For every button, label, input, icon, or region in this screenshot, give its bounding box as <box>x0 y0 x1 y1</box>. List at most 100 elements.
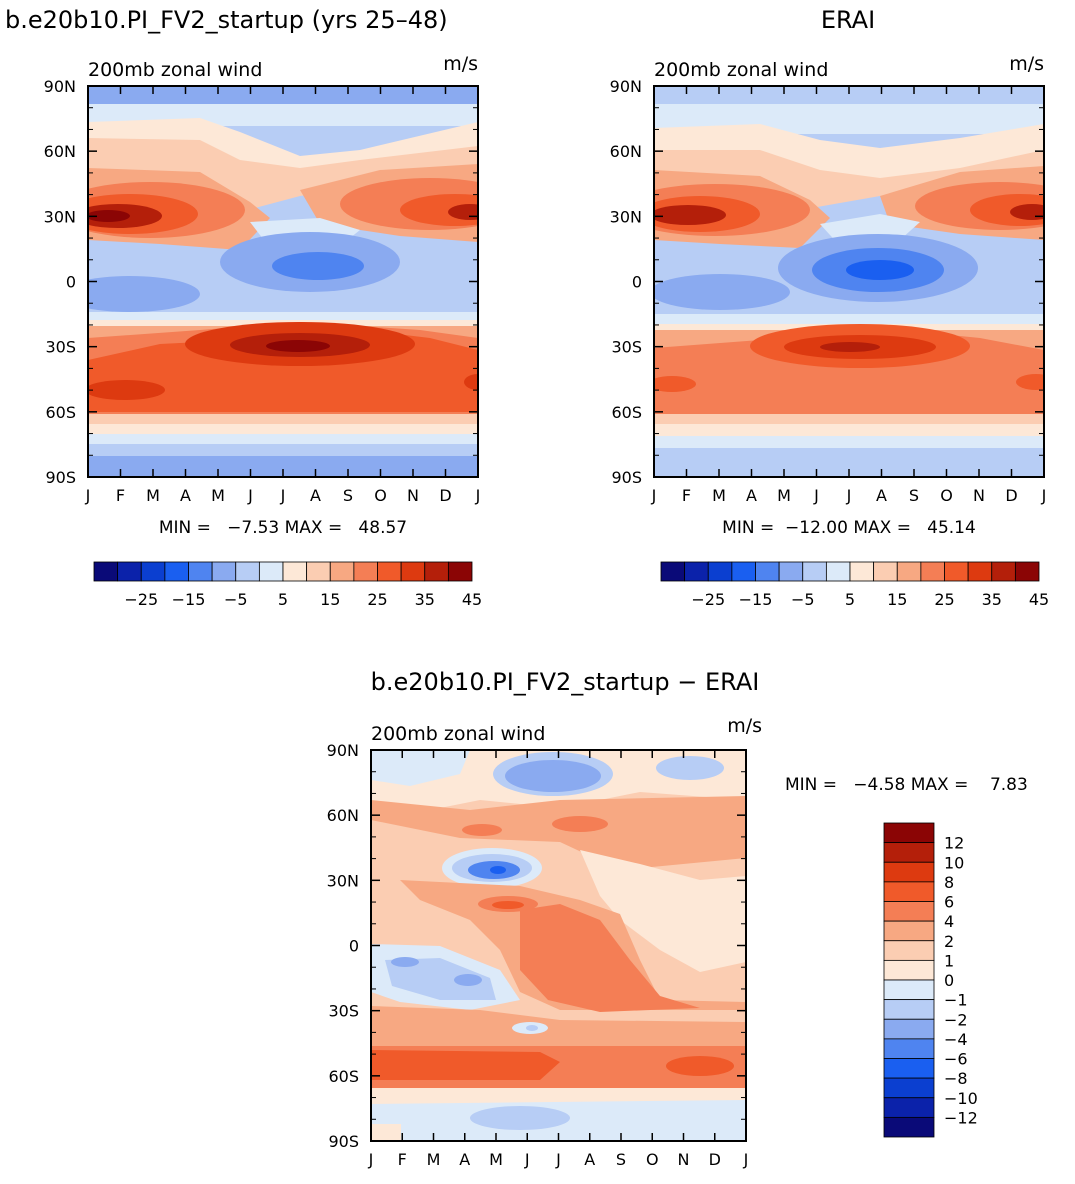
panel-diff-subtitle: 200mb zonal wind <box>371 723 545 745</box>
panel-diff-xtick-label: N <box>678 1150 690 1169</box>
panel-erai-colorbar-cell <box>873 561 898 582</box>
panel-erai-xtick-label: N <box>973 486 985 505</box>
panel-erai-colorbar-label: −15 <box>739 590 773 609</box>
panel-diff-xtick-label: A <box>459 1150 470 1169</box>
panel-erai-ytick-label: 60N <box>610 142 642 161</box>
panel-model-ytick-label: 30S <box>45 338 76 357</box>
panel-diff-xtick-label: A <box>584 1150 595 1169</box>
panel-model-colorbar-cell <box>306 561 331 582</box>
panel-erai-xtick-label: A <box>876 486 887 505</box>
panel-erai-xtick-label: M <box>712 486 726 505</box>
panel-model-xtick-label: A <box>310 486 321 505</box>
panel-diff-colorbar-label: 12 <box>944 834 964 853</box>
panel-model-xtick-label: J <box>475 486 481 505</box>
panel-diff-colorbar-cell <box>883 822 935 844</box>
panel-model-xtick-label: M <box>211 486 225 505</box>
panel-diff-title: b.e20b10.PI_FV2_startup − ERAI <box>371 668 760 696</box>
panel-diff-colorbar-label: 10 <box>944 853 964 872</box>
panel-erai-units: m/s <box>1009 53 1044 75</box>
panel-erai-ytick-label: 30N <box>610 207 642 226</box>
panel-model-xtick-label: D <box>439 486 451 505</box>
panel-model-ytick-label: 60N <box>44 142 76 161</box>
panel-model-xtick-label: J <box>85 486 91 505</box>
panel-model-ytick-label: 90N <box>44 77 76 96</box>
panel-diff-colorbar-label: −1 <box>944 991 968 1010</box>
panel-model-xtick-label: M <box>146 486 160 505</box>
panel-diff-xtick-label: S <box>616 1150 626 1169</box>
panel-model-colorbar: −25 −15 −5 5 15 25 35 45 <box>93 561 482 609</box>
panel-model-xtick-label: A <box>180 486 191 505</box>
panel-erai-field <box>654 86 1044 477</box>
panel-diff-colorbar-cell <box>883 1116 935 1138</box>
panel-erai-xtick-label: J <box>1041 486 1047 505</box>
panel-model-colorbar-cell <box>188 561 213 582</box>
panel-model-colorbar-cell <box>117 561 142 582</box>
panel-diff-colorbar-cell <box>883 901 935 922</box>
panel-diff-xtick-label: F <box>398 1150 407 1169</box>
panel-erai-colorbar-label: −25 <box>691 590 725 609</box>
panel-model-colorbar-cell <box>258 561 284 582</box>
panel-model-xtick-label: F <box>116 486 125 505</box>
panel-diff-xtick-label: D <box>709 1150 721 1169</box>
panel-model-xtick-label: O <box>374 486 387 505</box>
panel-diff-ytick-label: 60N <box>327 806 359 825</box>
panel-model-colorbar-label: 25 <box>367 590 387 609</box>
panel-erai-xtick-label: A <box>746 486 757 505</box>
panel-erai-colorbar-cell <box>707 561 733 582</box>
panel-model-colorbar-cell <box>329 561 355 582</box>
panel-erai-colorbar-cell <box>967 561 993 582</box>
panel-model: b.e20b10.PI_FV2_startup (yrs 25–48) 200m… <box>5 6 482 609</box>
panel-erai-ytick-label: 90N <box>610 77 642 96</box>
panel-erai-colorbar-label: −5 <box>791 590 815 609</box>
panel-erai-ytick-label: 90S <box>611 468 642 487</box>
panel-model-xtick-label: S <box>343 486 353 505</box>
panel-erai-stats: MIN = −12.00 MAX = 45.14 <box>722 518 976 538</box>
panel-diff-xtick-label: J <box>555 1150 561 1169</box>
panel-diff-colorbar-cell <box>883 920 935 942</box>
panel-diff-colorbar-label: 4 <box>944 912 954 931</box>
panel-diff-colorbar-label: 2 <box>944 932 954 951</box>
panel-model-xtick-label: J <box>280 486 286 505</box>
panel-model-xtick-label: N <box>407 486 419 505</box>
panel-erai-colorbar-cell <box>825 561 851 582</box>
panel-diff: b.e20b10.PI_FV2_startup − ERAI 200mb zon… <box>327 668 1028 1169</box>
panel-erai-xtick-label: M <box>777 486 791 505</box>
panel-erai-xtick-label: J <box>846 486 852 505</box>
panel-diff-colorbar-cell <box>883 842 935 863</box>
panel-model-ytick-label: 30N <box>44 207 76 226</box>
panel-model-colorbar-cell <box>377 561 402 582</box>
panel-erai-ytick-label: 0 <box>632 273 642 292</box>
panel-erai-colorbar-label: 35 <box>982 590 1002 609</box>
panel-model-colorbar-label: 35 <box>415 590 435 609</box>
panel-model-xtick-label: J <box>247 486 253 505</box>
panel-diff-stats: MIN = −4.58 MAX = 7.83 <box>785 775 1028 795</box>
panel-erai: ERAI 200mb zonal wind m/s <box>610 6 1050 609</box>
panel-diff-colorbar-cell <box>883 861 935 883</box>
panel-erai-colorbar-label: 15 <box>887 590 907 609</box>
panel-diff-colorbar-label: −4 <box>944 1030 968 1049</box>
panel-erai-xtick-label: F <box>682 486 691 505</box>
panel-diff-colorbar-cell <box>883 959 935 981</box>
panel-diff-xtick-label: M <box>427 1150 441 1169</box>
panel-diff-colorbar-label: 8 <box>944 873 954 892</box>
panel-erai-xtick-label: D <box>1005 486 1017 505</box>
panel-diff-xtick-label: J <box>743 1150 749 1169</box>
panel-model-ytick-label: 90S <box>45 468 76 487</box>
panel-model-title: b.e20b10.PI_FV2_startup (yrs 25–48) <box>5 6 448 34</box>
panel-diff-colorbar-cell <box>883 979 935 1001</box>
panel-diff-ytick-label: 90S <box>328 1132 359 1151</box>
panel-erai-ytick-label: 30S <box>611 338 642 357</box>
panel-model-ytick-label: 0 <box>66 273 76 292</box>
panel-diff-colorbar-label: 1 <box>944 951 954 970</box>
panel-diff-colorbar-cell <box>883 1077 935 1099</box>
panel-diff-colorbar-label: 6 <box>944 893 954 912</box>
panel-model-colorbar-label: 15 <box>320 590 340 609</box>
panel-erai-colorbar-cell <box>944 561 969 582</box>
panel-erai-subtitle: 200mb zonal wind <box>654 59 828 81</box>
panel-erai-colorbar-cell <box>1014 561 1040 582</box>
panel-model-colorbar-cell <box>447 561 473 582</box>
panel-model-field <box>88 86 478 477</box>
panel-erai-title: ERAI <box>821 6 875 34</box>
panel-diff-colorbar-cell <box>883 1038 935 1059</box>
panel-erai-colorbar-cell <box>920 561 945 582</box>
